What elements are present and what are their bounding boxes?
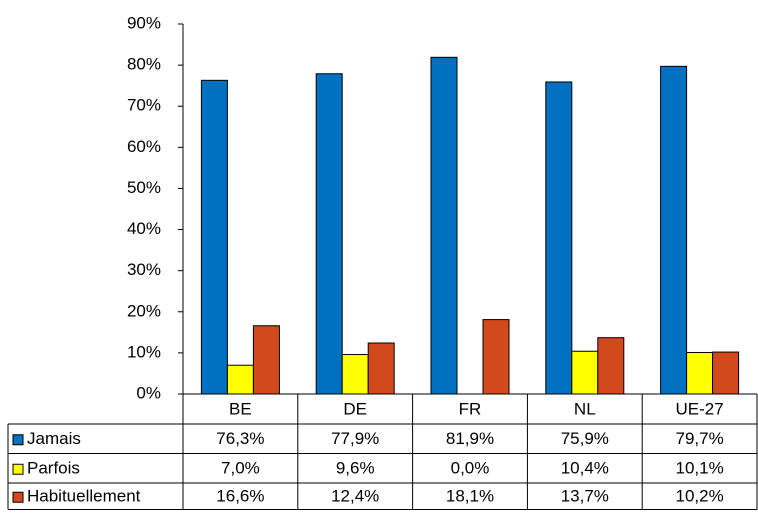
table-value: 0,0%: [451, 459, 490, 478]
table-value: 16,6%: [216, 487, 264, 506]
legend-key: [12, 491, 24, 503]
y-tick-label: 30%: [127, 260, 161, 279]
bar: [712, 351, 740, 395]
table-value: 10,2%: [675, 487, 723, 506]
bar: [252, 325, 280, 395]
bar: [686, 351, 714, 395]
bar: [482, 319, 510, 395]
y-tick-label: 20%: [127, 301, 161, 320]
y-tick-label: 70%: [127, 96, 161, 115]
y-tick-label: 0%: [136, 383, 161, 402]
y-tick-label: 10%: [127, 342, 161, 361]
bar: [200, 79, 228, 395]
table-value: 9,6%: [336, 459, 375, 478]
bar: [226, 364, 254, 395]
legend-key: [12, 434, 24, 446]
legend-label: Habituellement: [27, 487, 141, 506]
x-tick-label: FR: [459, 399, 482, 418]
x-tick-label: DE: [343, 399, 367, 418]
x-tick-label: NL: [574, 399, 596, 418]
table-value: 77,9%: [331, 429, 379, 448]
y-tick-label: 80%: [127, 55, 161, 74]
table-value: 10,1%: [675, 459, 723, 478]
y-tick-label: 90%: [127, 13, 161, 32]
y-tick-label: 40%: [127, 219, 161, 238]
table-value: 7,0%: [221, 459, 260, 478]
bar: [315, 73, 343, 395]
table-value: 18,1%: [446, 487, 494, 506]
bar: [660, 65, 688, 395]
x-tick-label: BE: [229, 399, 252, 418]
legend-label: Parfois: [27, 459, 80, 478]
bar: [597, 337, 625, 395]
y-tick-label: 60%: [127, 137, 161, 156]
table-value: 76,3%: [216, 429, 264, 448]
bar: [341, 354, 369, 395]
bar: [367, 342, 395, 395]
bar: [545, 81, 573, 395]
bar: [571, 350, 599, 395]
table-value: 79,7%: [675, 429, 723, 448]
table-value: 12,4%: [331, 487, 379, 506]
bar: [430, 56, 458, 395]
table-value: 10,4%: [561, 459, 609, 478]
legend-key: [12, 463, 24, 475]
y-tick-label: 50%: [127, 178, 161, 197]
legend-label: Jamais: [27, 429, 81, 448]
x-tick-label: UE-27: [676, 399, 724, 418]
table-value: 81,9%: [446, 429, 494, 448]
table-value: 13,7%: [561, 487, 609, 506]
table-value: 75,9%: [561, 429, 609, 448]
